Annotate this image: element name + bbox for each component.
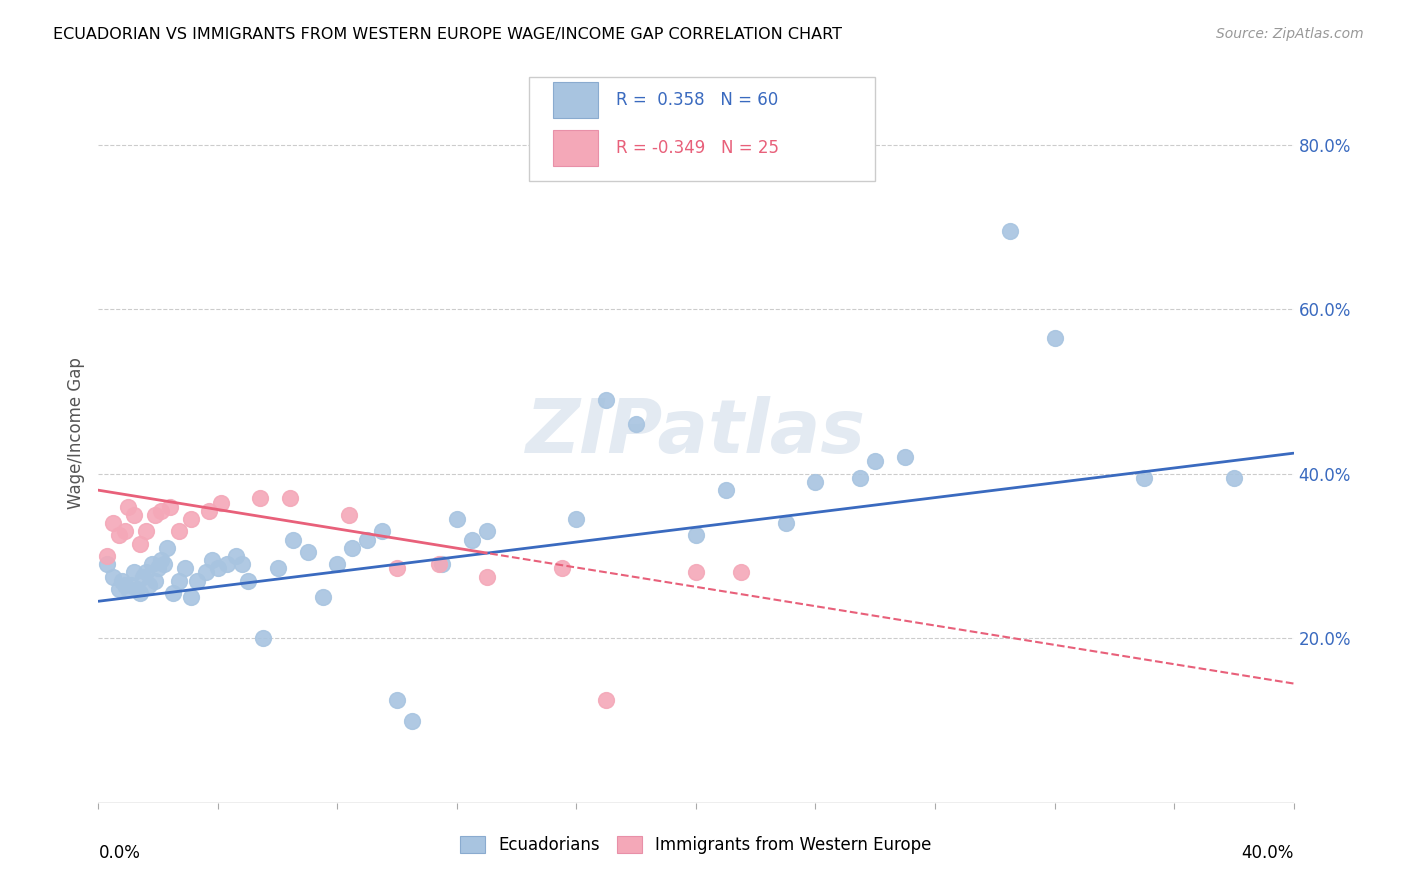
Point: [167, 524, 190, 539]
Point: [132, 569, 155, 583]
Text: ECUADORIAN VS IMMIGRANTS FROM WESTERN EUROPE WAGE/INCOME GAP CORRELATION CHART: ECUADORIAN VS IMMIGRANTS FROM WESTERN EU…: [53, 27, 842, 42]
Point: [114, 578, 136, 592]
Point: [201, 553, 224, 567]
Point: [231, 558, 253, 572]
Text: R = -0.349   N = 25: R = -0.349 N = 25: [616, 139, 779, 157]
Point: [180, 512, 202, 526]
Text: Source: ZipAtlas.com: Source: ZipAtlas.com: [1216, 27, 1364, 41]
Point: [326, 558, 349, 572]
Point: [124, 566, 146, 580]
Legend: Ecuadorians, Immigrants from Western Europe: Ecuadorians, Immigrants from Western Eur…: [454, 830, 938, 861]
Point: [103, 516, 125, 530]
Point: [446, 512, 468, 526]
Text: R =  0.358   N = 60: R = 0.358 N = 60: [616, 91, 778, 109]
Point: [207, 561, 229, 575]
Point: [124, 508, 146, 522]
Point: [156, 541, 179, 555]
Point: [143, 508, 166, 522]
Point: [96, 558, 118, 572]
Point: [117, 582, 139, 596]
Point: [148, 561, 170, 575]
Point: [730, 566, 752, 580]
Point: [236, 574, 259, 588]
Point: [311, 590, 333, 604]
Point: [685, 566, 707, 580]
Point: [103, 569, 125, 583]
Text: 40.0%: 40.0%: [1241, 844, 1294, 862]
Point: [475, 569, 498, 583]
FancyBboxPatch shape: [529, 78, 876, 181]
Point: [159, 500, 181, 514]
Point: [225, 549, 247, 563]
Point: [998, 224, 1021, 238]
Point: [714, 483, 737, 498]
Point: [297, 545, 319, 559]
Point: [461, 533, 484, 547]
Point: [108, 528, 131, 542]
Point: [281, 533, 304, 547]
FancyBboxPatch shape: [553, 82, 598, 118]
Point: [1133, 471, 1156, 485]
Y-axis label: Wage/Income Gap: Wage/Income Gap: [66, 357, 84, 508]
Point: [894, 450, 917, 465]
Text: ZIPatlas: ZIPatlas: [526, 396, 866, 469]
Point: [111, 574, 134, 588]
Point: [427, 558, 450, 572]
Point: [339, 508, 361, 522]
Point: [865, 454, 887, 468]
Point: [162, 586, 184, 600]
Point: [249, 491, 271, 506]
Point: [804, 475, 827, 489]
Point: [180, 590, 202, 604]
Point: [129, 586, 152, 600]
Point: [153, 558, 176, 572]
Point: [195, 566, 218, 580]
Point: [430, 558, 453, 572]
Point: [685, 528, 707, 542]
Point: [150, 553, 173, 567]
Point: [127, 582, 149, 596]
Point: [626, 417, 648, 432]
Text: 0.0%: 0.0%: [98, 844, 141, 862]
Point: [209, 495, 232, 509]
Point: [565, 512, 588, 526]
Point: [135, 524, 157, 539]
Point: [1043, 331, 1066, 345]
Point: [96, 549, 118, 563]
Point: [215, 558, 238, 572]
Point: [267, 561, 290, 575]
Point: [114, 524, 136, 539]
Point: [371, 524, 394, 539]
Point: [849, 471, 872, 485]
Point: [167, 574, 190, 588]
Point: [252, 632, 274, 646]
Point: [129, 536, 152, 550]
Point: [138, 578, 160, 592]
Point: [108, 582, 131, 596]
Point: [595, 392, 617, 407]
Point: [117, 500, 139, 514]
Point: [385, 693, 409, 707]
Point: [595, 693, 617, 707]
Point: [278, 491, 301, 506]
Point: [135, 566, 157, 580]
Point: [150, 504, 173, 518]
Point: [143, 574, 166, 588]
Point: [550, 561, 572, 575]
Point: [120, 578, 142, 592]
Point: [1223, 471, 1246, 485]
Point: [141, 558, 163, 572]
Point: [198, 504, 221, 518]
Point: [186, 574, 208, 588]
Point: [475, 524, 498, 539]
Point: [385, 561, 409, 575]
Point: [356, 533, 378, 547]
Point: [401, 714, 423, 728]
Point: [174, 561, 197, 575]
Point: [342, 541, 364, 555]
Point: [775, 516, 797, 530]
FancyBboxPatch shape: [553, 130, 598, 166]
